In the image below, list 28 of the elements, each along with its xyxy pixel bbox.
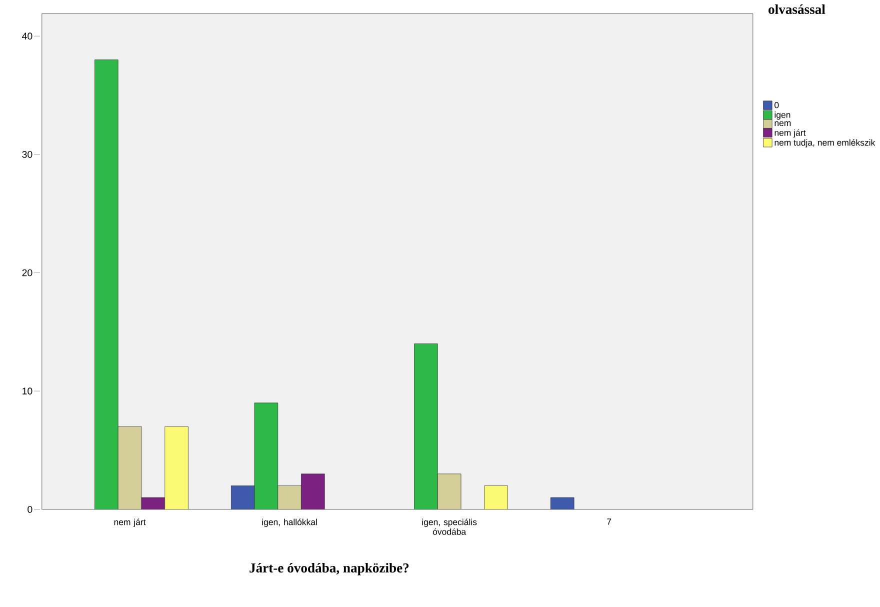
legend-label: nem: [774, 121, 791, 126]
y-tick-label: 10: [22, 388, 32, 395]
y-tick-label: 20: [22, 269, 32, 276]
bar: [164, 426, 188, 510]
bar: [484, 486, 508, 510]
bar: [437, 474, 462, 510]
y-tick-label: 40: [22, 32, 32, 40]
legend-label: nem tudja, nem emlékszik: [774, 139, 876, 148]
x-tick-label: 7: [607, 518, 612, 525]
bar: [550, 497, 574, 510]
bar: [230, 486, 255, 510]
bar: [118, 426, 142, 510]
y-tick-label: 30: [22, 151, 32, 158]
legend-label: nem járt: [774, 129, 806, 138]
bar: [278, 486, 302, 510]
legend-label: 0: [774, 102, 779, 108]
x-axis-title: Járt-e óvodába, napközibe?: [250, 563, 409, 576]
legend-label: igen: [774, 112, 790, 120]
x-tick-label: nem járt: [114, 518, 146, 528]
bar: [94, 60, 118, 510]
x-tick-label: igen, speciális óvodába: [422, 518, 477, 535]
bar: [301, 474, 325, 510]
x-tick-label: igen, hallókkal: [262, 518, 317, 528]
legend-title: olvasással: [768, 4, 826, 14]
y-tick-label: 0: [28, 506, 32, 513]
bar: [141, 498, 165, 510]
bar: [254, 402, 278, 510]
bar: [414, 344, 438, 510]
